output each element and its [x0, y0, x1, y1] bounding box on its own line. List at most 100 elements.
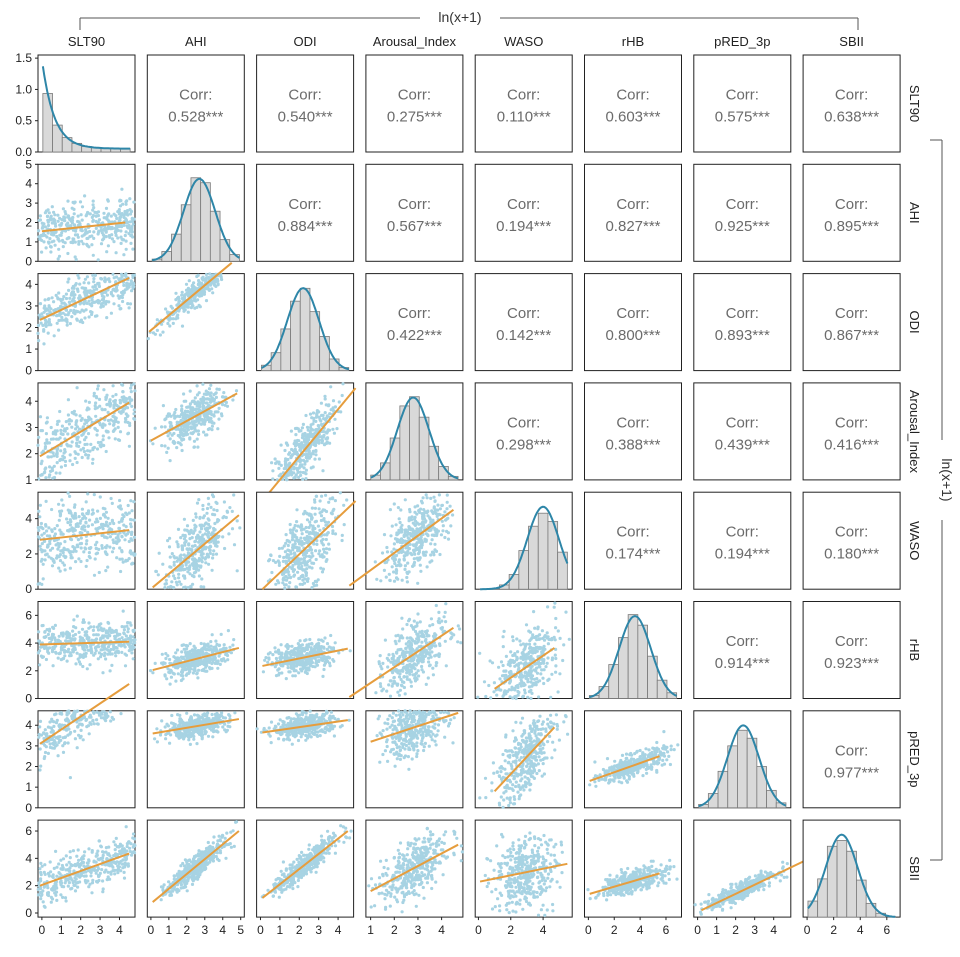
hist-bar: [409, 396, 420, 481]
scatter-point: [209, 640, 213, 644]
scatter-point: [51, 625, 55, 629]
scatter-point: [40, 459, 44, 463]
scatter-point: [118, 498, 122, 503]
scatter-point: [127, 636, 131, 641]
scatter-point: [106, 645, 111, 649]
scatter-point: [186, 414, 190, 418]
scatter-point: [92, 280, 96, 284]
scatter-point: [325, 436, 330, 440]
scatter-point: [54, 650, 58, 654]
scatter-point: [118, 218, 122, 222]
scatter-point: [184, 668, 188, 672]
scatter-point: [283, 448, 287, 453]
scatter-point: [328, 412, 332, 416]
scatter-point: [183, 576, 187, 580]
scatter-point: [93, 557, 97, 561]
scatter-point: [286, 662, 290, 667]
scatter-point: [213, 410, 217, 414]
scatter-point: [311, 528, 315, 532]
hist-bar: [299, 287, 311, 372]
scatter-point: [445, 507, 449, 511]
scatter-point: [50, 296, 54, 300]
scatter-point: [59, 233, 63, 237]
scatter-point: [36, 331, 40, 335]
scatter-point: [304, 477, 308, 481]
scatter-point: [227, 532, 231, 536]
scatter-point: [54, 230, 58, 234]
scatter-point: [238, 526, 242, 530]
scatter-point: [193, 563, 197, 567]
scatter-point: [124, 202, 128, 206]
scatter-point: [78, 638, 82, 643]
scatter-point: [197, 568, 201, 572]
scatter-point: [179, 413, 183, 417]
scatter-point: [59, 318, 63, 322]
scatter-point: [96, 220, 100, 224]
scatter-point: [67, 300, 71, 304]
scatter-points: [37, 187, 136, 262]
scatter-point: [85, 275, 89, 279]
scatter-point: [58, 409, 62, 414]
scatter-point: [101, 671, 105, 675]
scatter-point: [63, 448, 67, 452]
scatter-point: [92, 230, 96, 234]
scatter-point: [189, 425, 193, 429]
scatter-point: [131, 282, 135, 286]
scatter-point: [128, 423, 132, 428]
scatter-point: [55, 524, 59, 528]
scatter-point: [305, 441, 309, 445]
scatter-point: [43, 298, 47, 302]
scatter-point: [105, 403, 109, 407]
scatter-point: [90, 523, 94, 527]
scatter-point: [112, 399, 116, 403]
scatter-point: [36, 443, 40, 447]
scatter-point: [226, 629, 230, 633]
scatter-point: [48, 244, 53, 249]
scatter-point: [70, 315, 74, 319]
scatter-point: [89, 442, 93, 446]
scatter-point: [204, 389, 208, 393]
scatter-point: [74, 257, 78, 262]
scatter-point: [228, 506, 232, 510]
scatter-point: [45, 214, 50, 218]
scatter-point: [114, 393, 118, 397]
scatter-point: [312, 419, 316, 423]
scatter-point: [419, 569, 423, 573]
scatter-point: [57, 239, 61, 243]
scatter-point: [39, 645, 43, 649]
scatter-point: [125, 224, 129, 228]
scatter-point: [118, 216, 122, 220]
scatter-point: [308, 637, 312, 642]
scatter-point: [130, 404, 134, 408]
scatter-point: [92, 573, 97, 577]
panel-r3-c4: Corr:0.298***: [474, 382, 573, 481]
scatter-point: [303, 670, 307, 674]
scatter-point: [160, 425, 164, 429]
scatter-point: [115, 541, 119, 546]
scatter-point: [293, 475, 297, 480]
scatter-point: [291, 535, 295, 539]
scatter-point: [232, 543, 237, 547]
scatter-point: [403, 564, 407, 568]
scatter-point: [180, 404, 184, 408]
scatter-point: [66, 639, 71, 643]
scatter-point: [124, 200, 128, 204]
scatter-point: [308, 565, 312, 569]
scatter-point: [109, 214, 113, 218]
scatter-point: [66, 432, 70, 436]
scatter-point: [322, 654, 326, 659]
scatter-point: [161, 404, 165, 408]
scatter-point: [174, 580, 178, 584]
scatter-point: [120, 650, 124, 655]
scatter-point: [119, 235, 123, 239]
corr-label: Corr:: [726, 524, 759, 541]
scatter-point: [311, 554, 315, 558]
scatter-point: [202, 287, 206, 291]
scatter-point: [59, 532, 63, 536]
scatter-point: [393, 561, 397, 566]
scatter-point: [84, 547, 88, 551]
scatter-point: [104, 657, 108, 661]
scatter-point: [91, 511, 95, 515]
scatter-point: [174, 298, 178, 302]
scatter-point: [187, 542, 191, 546]
